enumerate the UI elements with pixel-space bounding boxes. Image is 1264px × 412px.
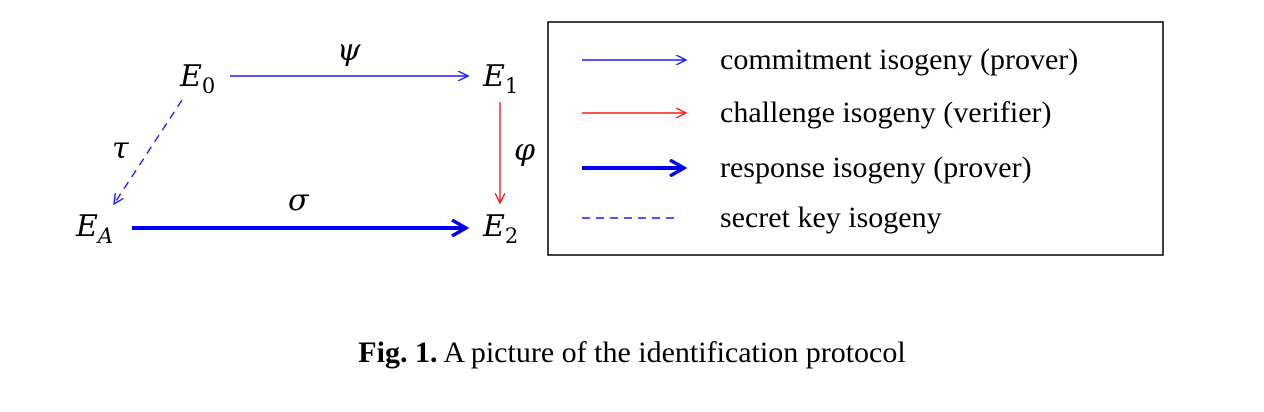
legend-item-secret: secret key isogeny bbox=[582, 201, 942, 234]
legend-label-response: response isogeny (prover) bbox=[720, 151, 1032, 184]
legend-label-commitment: commitment isogeny (prover) bbox=[720, 43, 1078, 76]
svg-text:E0: E0 bbox=[179, 59, 215, 98]
edge-tau-label: τ bbox=[112, 131, 129, 166]
edge-tau bbox=[114, 99, 183, 204]
edge-psi-label: ψ bbox=[337, 33, 361, 68]
node-e1: E1 bbox=[482, 59, 518, 98]
figure-caption: Fig. 1. A picture of the identification … bbox=[0, 336, 1264, 370]
svg-text:EA: EA bbox=[75, 209, 113, 248]
legend-item-response: response isogeny (prover) bbox=[582, 151, 1032, 184]
svg-text:E2: E2 bbox=[482, 209, 518, 248]
caption-text: A picture of the identification protocol bbox=[443, 336, 906, 369]
svg-text:E1: E1 bbox=[482, 59, 518, 98]
legend-label-secret: secret key isogeny bbox=[720, 201, 942, 234]
caption-prefix: Fig. 1. bbox=[358, 336, 438, 369]
edge-sigma-label: σ bbox=[288, 183, 310, 218]
legend-item-challenge: challenge isogeny (verifier) bbox=[582, 96, 1052, 129]
legend-item-commitment: commitment isogeny (prover) bbox=[582, 43, 1078, 76]
legend-label-challenge: challenge isogeny (verifier) bbox=[720, 96, 1052, 129]
edge-phi-label: φ bbox=[514, 133, 535, 168]
node-ea: EA bbox=[75, 209, 113, 248]
node-e2: E2 bbox=[482, 209, 518, 248]
node-e0: E0 bbox=[179, 59, 215, 98]
legend-box bbox=[547, 21, 1164, 256]
legend: commitment isogeny (prover) challenge is… bbox=[547, 21, 1164, 256]
